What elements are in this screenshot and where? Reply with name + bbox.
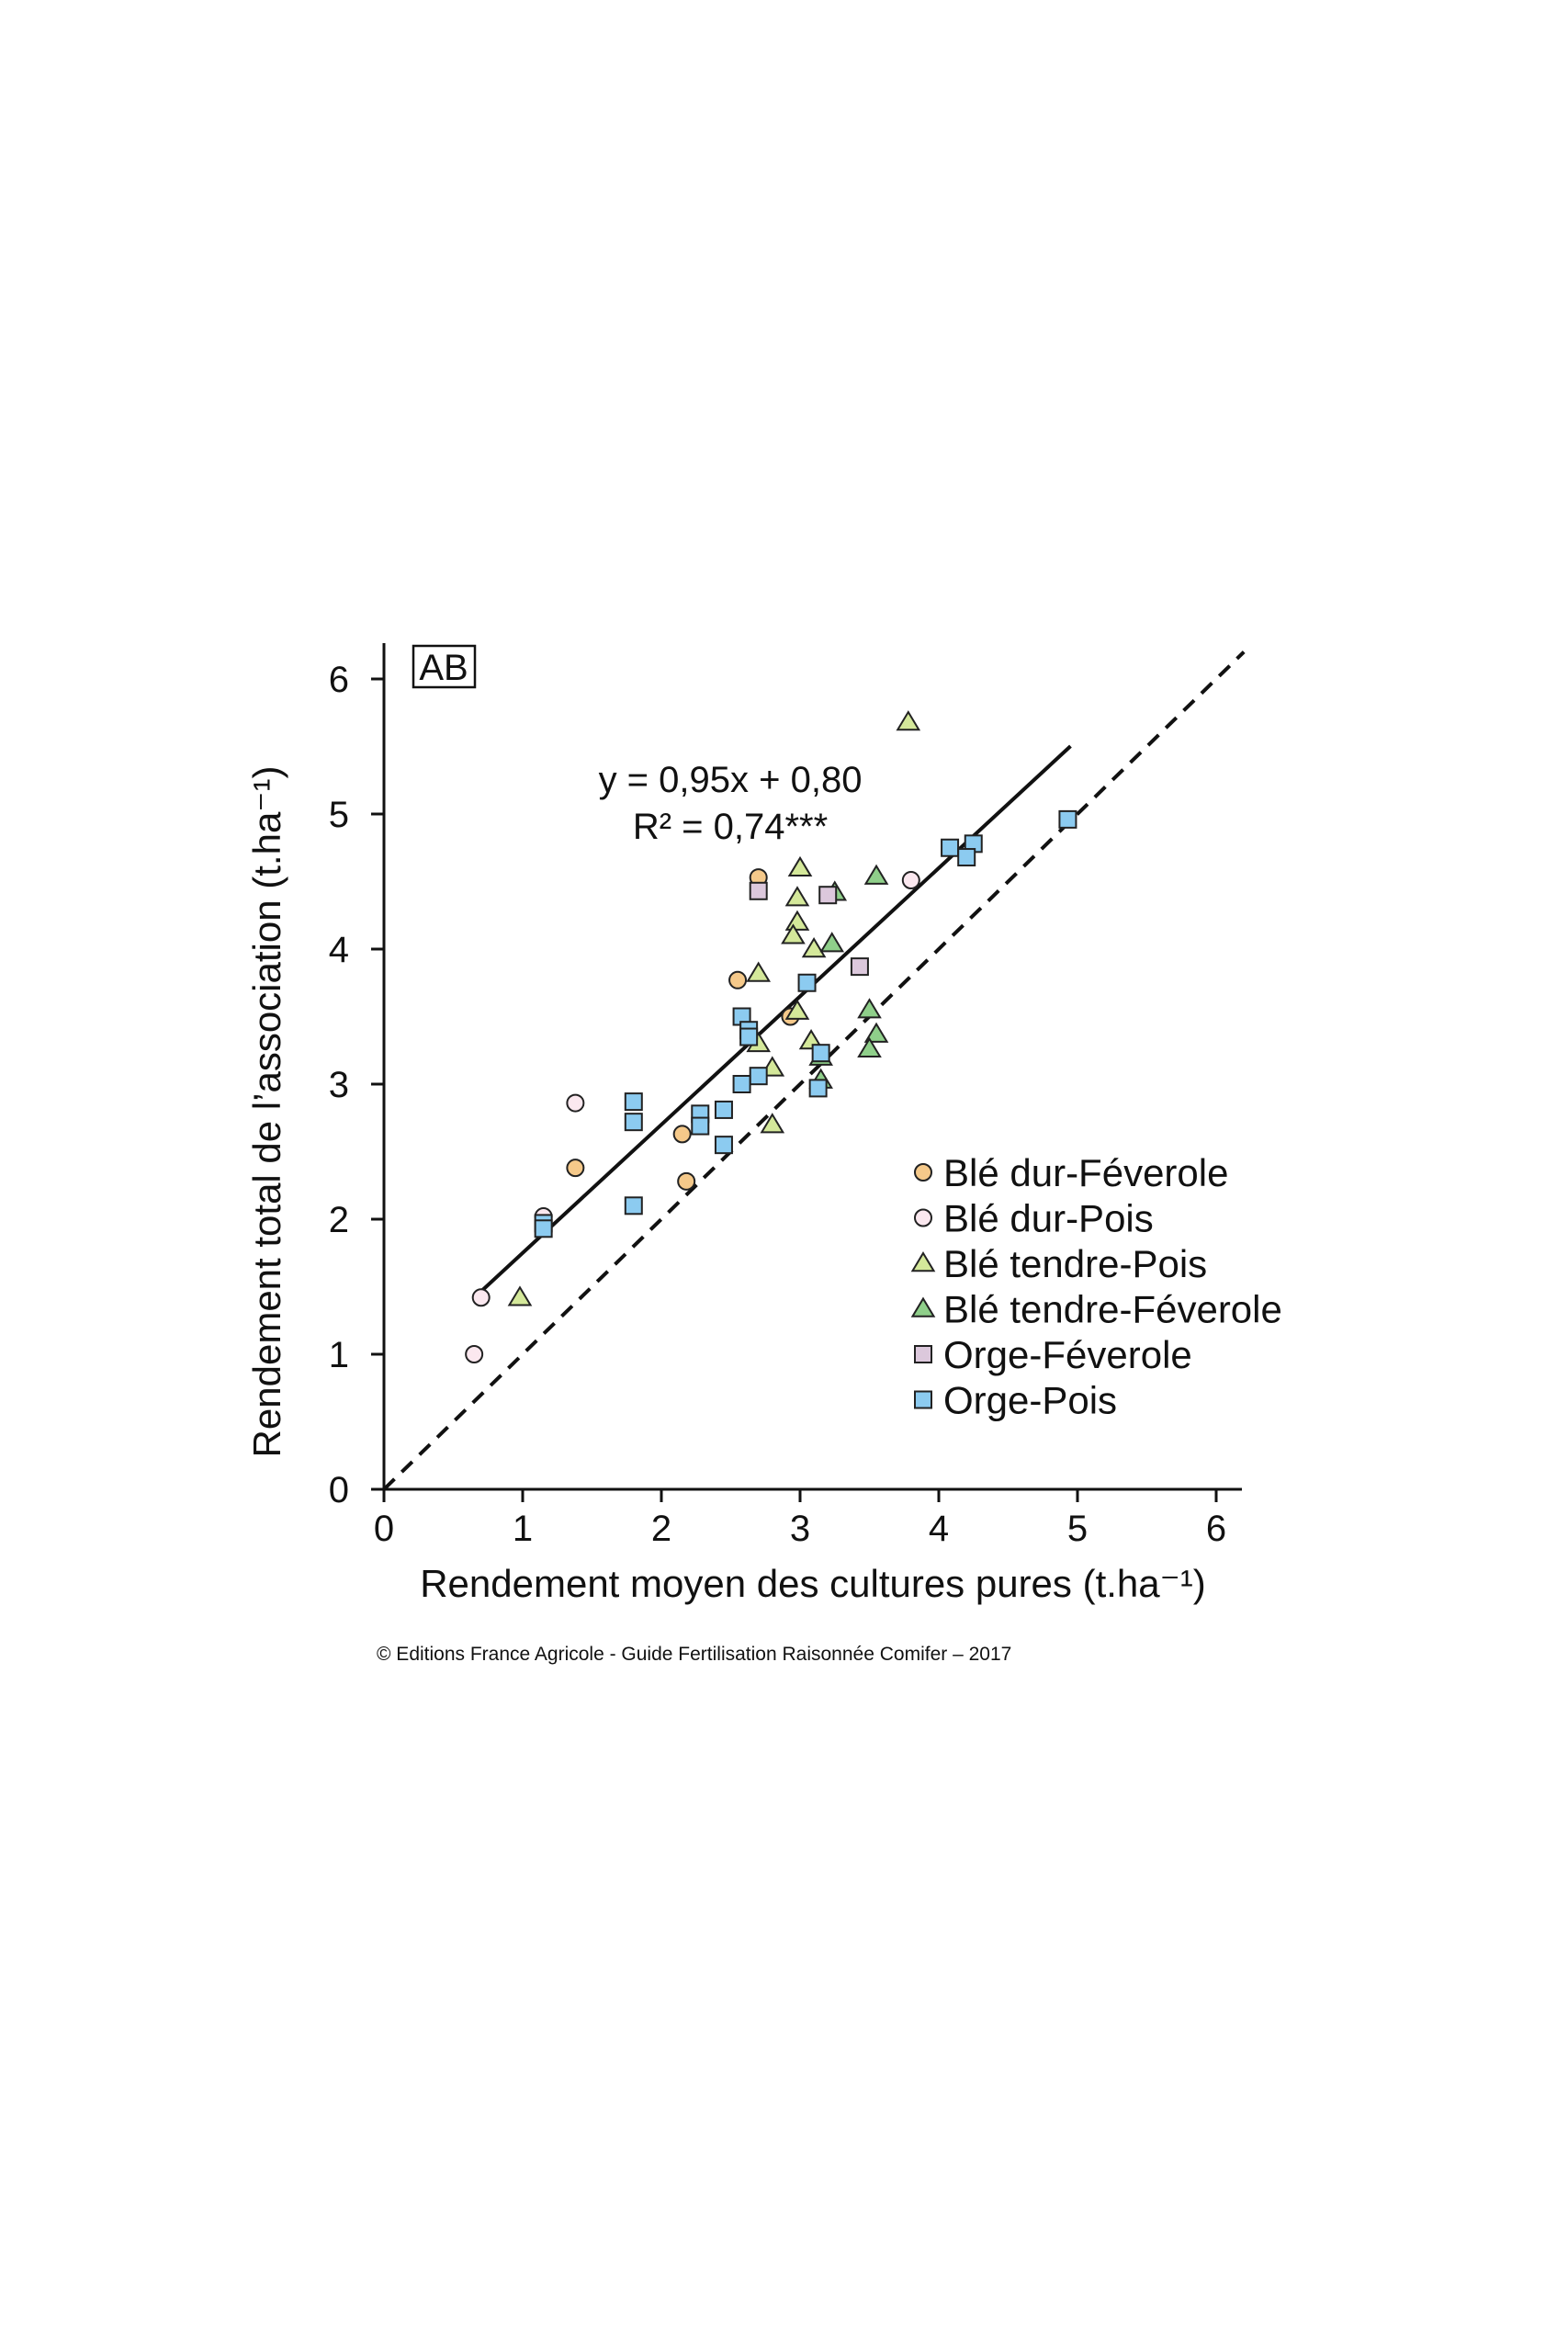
data-point (760, 1113, 785, 1134)
data-point (863, 864, 889, 885)
data-point (819, 932, 845, 953)
legend-label: Orge-Féverole (943, 1333, 1192, 1376)
data-point (691, 1116, 710, 1136)
legend-label: Blé tendre-Pois (943, 1242, 1207, 1285)
data-point (818, 886, 838, 905)
x-tick-label: 0 (374, 1509, 394, 1549)
legend-marker (914, 1345, 932, 1363)
legend-label: Orge-Pois (943, 1379, 1117, 1422)
data-point (941, 838, 960, 857)
y-tick-label: 2 (329, 1200, 349, 1240)
data-point (507, 1285, 533, 1306)
regression-equation: y = 0,95x + 0,80 (599, 760, 863, 800)
y-tick-label: 4 (329, 930, 349, 970)
data-point (624, 1196, 643, 1216)
data-point (471, 1288, 491, 1307)
x-tick-label: 6 (1206, 1509, 1226, 1549)
data-point (672, 1125, 692, 1144)
y-tick-label: 0 (329, 1470, 349, 1510)
x-tick-label: 5 (1067, 1509, 1088, 1549)
legend-label: Blé dur-Pois (943, 1197, 1154, 1240)
legend-label: Blé tendre-Féverole (943, 1288, 1282, 1331)
data-point (863, 1022, 889, 1043)
r-squared: R² = 0,74*** (633, 807, 828, 847)
data-point (739, 1027, 759, 1046)
data-point (714, 1136, 733, 1155)
data-point (566, 1093, 585, 1113)
data-point (534, 1219, 553, 1238)
data-point (857, 998, 882, 1019)
data-point (784, 999, 810, 1020)
copyright-text: © Editions France Agricole - Guide Ferti… (377, 1644, 1011, 1665)
ab-badge-text: AB (419, 648, 468, 688)
y-tick-label: 6 (329, 660, 349, 700)
y-tick-label: 3 (329, 1065, 349, 1105)
ab-badge-box (412, 644, 477, 689)
data-point (749, 881, 768, 900)
data-point (811, 1044, 830, 1063)
data-point (714, 1100, 733, 1119)
y-axis-title: Rendement total de l’association (t.ha⁻¹… (245, 766, 288, 1458)
data-point (465, 1345, 484, 1363)
data-point (784, 886, 810, 907)
x-tick-label: 4 (929, 1509, 949, 1549)
legend-marker (914, 1208, 932, 1227)
data-point (746, 961, 772, 982)
data-point (850, 957, 869, 977)
data-point (624, 1113, 643, 1132)
y-tick-label: 5 (329, 795, 349, 835)
data-point (787, 855, 813, 877)
data-point (957, 848, 976, 867)
x-tick-label: 3 (790, 1509, 810, 1549)
y-tick-label: 1 (329, 1335, 349, 1375)
identity-line (382, 650, 1246, 1491)
x-tick-label: 1 (513, 1509, 533, 1549)
data-point (728, 970, 748, 989)
data-point (1058, 809, 1077, 829)
data-point (801, 937, 827, 958)
data-point (808, 1079, 828, 1098)
data-point (749, 1067, 768, 1086)
x-axis-title: Rendement moyen des cultures pures (t.ha… (420, 1562, 1206, 1605)
data-point (566, 1159, 585, 1178)
data-point (781, 923, 806, 944)
legend-label: Blé dur-Féverole (943, 1151, 1228, 1194)
data-point (784, 910, 810, 931)
data-point (677, 1171, 696, 1191)
data-point (901, 871, 920, 890)
data-point (624, 1092, 643, 1112)
data-point (857, 1036, 882, 1058)
legend-marker (914, 1163, 932, 1182)
legend-marker (910, 1251, 936, 1272)
legend-marker (914, 1390, 932, 1409)
data-point (896, 710, 921, 731)
legend-marker (910, 1296, 936, 1317)
data-point (732, 1075, 751, 1093)
data-point (797, 973, 817, 992)
x-tick-label: 2 (651, 1509, 671, 1549)
